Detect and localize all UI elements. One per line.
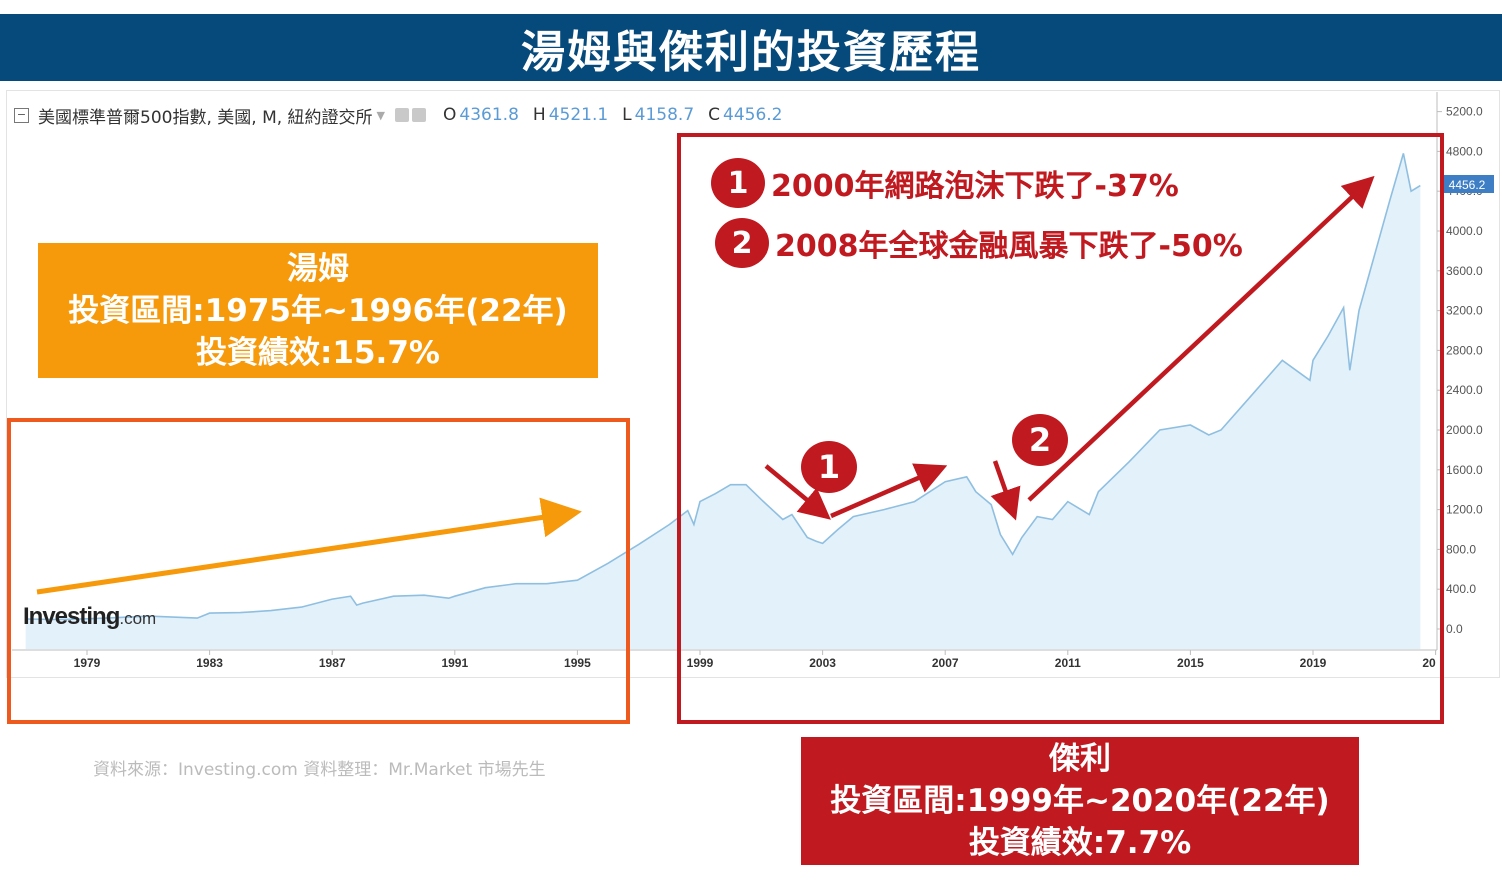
x-tick-label: 1983 <box>196 656 223 670</box>
tom-name: 湯姆 <box>287 250 349 287</box>
price-area-layer <box>25 153 1421 649</box>
jerry-summary-box: 傑利 投資區間:1999年~2020年(22年) 投資績效:7.7% <box>801 737 1359 865</box>
x-tick-label: 2011 <box>1055 656 1081 670</box>
x-tick-label: 1991 <box>441 656 468 670</box>
collapse-icon[interactable]: − <box>14 107 29 123</box>
crash-1-down-arrow <box>764 464 831 520</box>
x-tick-label: 2019 <box>1300 656 1327 670</box>
recovery-2-up-arrow <box>1027 175 1375 502</box>
open-key: O <box>443 105 457 125</box>
event-2: 2 2008年全球金融風暴下跌了-50% <box>715 218 1243 268</box>
chart-header: − 美國標準普爾500指數, 美國, M, 紐約證交所 ▼ O 4361.8 H… <box>14 103 783 128</box>
close-value: 4456.2 <box>723 105 783 125</box>
y-tick-label: 5200.0 <box>1446 105 1483 119</box>
price-line <box>25 153 1421 621</box>
x-tick-label: 1979 <box>74 656 101 670</box>
jerry-period-frame <box>677 133 1444 724</box>
event-1: 1 2000年網路泡沫下跌了-37% <box>711 158 1179 208</box>
y-tick-label: 2400.0 <box>1446 383 1483 397</box>
open-value: 4361.8 <box>459 105 519 125</box>
y-tick-label: 0.0 <box>1446 622 1463 636</box>
event-1-text: 2000年網路泡沫下跌了-37% <box>771 169 1179 204</box>
eye-icon[interactable] <box>395 108 410 122</box>
tom-trend-arrow <box>36 497 582 595</box>
high-key: H <box>532 105 546 125</box>
title-bar: 湯姆與傑利的投資歷程 <box>0 14 1502 81</box>
last-price-label: 4456.2 <box>1449 178 1486 192</box>
x-tick-label: 2007 <box>932 656 959 670</box>
tom-period: 投資區間:1975年~1996年(22年) <box>68 292 568 329</box>
tom-period-frame <box>7 418 630 724</box>
chevron-down-icon[interactable]: ▼ <box>376 108 386 122</box>
y-tick-label: 800.0 <box>1446 542 1476 556</box>
last-price-label-bg <box>1441 175 1494 193</box>
instrument-label: 美國標準普爾500指數, 美國, M, 紐約證交所 <box>38 107 373 128</box>
jerry-name: 傑利 <box>1049 741 1111 777</box>
y-tick-label: 1600.0 <box>1446 463 1483 477</box>
y-tick-label: 1200.0 <box>1446 503 1483 517</box>
x-tick-label: 2003 <box>809 656 836 670</box>
event-1-badge: 1 <box>711 158 765 208</box>
y-tick-label: 2800.0 <box>1446 343 1483 357</box>
settings-icon[interactable] <box>412 108 427 122</box>
y-tick-label: 3200.0 <box>1446 304 1483 318</box>
low-value: 4158.7 <box>634 105 695 125</box>
y-tick-label: 2000.0 <box>1446 423 1483 437</box>
tom-summary-box: 湯姆 投資區間:1975年~1996年(22年) 投資績效:15.7% <box>38 243 598 378</box>
y-tick-label: 400.0 <box>1446 582 1476 596</box>
x-tick-label: 20 <box>1422 656 1436 670</box>
tom-performance: 投資績效:15.7% <box>196 334 440 371</box>
y-tick-label: 3600.0 <box>1446 264 1483 278</box>
event-2-badge: 2 <box>715 218 769 268</box>
chart-marker-1: 1 <box>801 441 857 493</box>
crash-2-down-arrow <box>990 460 1021 521</box>
y-tick-label: 4000.0 <box>1446 224 1483 238</box>
high-value: 4521.1 <box>548 105 609 125</box>
recovery-1-up-arrow <box>830 463 948 519</box>
y-tick-labels: 5200.04800.04400.04000.03600.03200.02800… <box>1437 105 1483 636</box>
page-title: 湯姆與傑利的投資歷程 <box>521 26 981 78</box>
event-2-text: 2008年全球金融風暴下跌了-50% <box>775 229 1243 264</box>
x-tick-label: 1995 <box>564 656 591 670</box>
jerry-period: 投資區間:1999年~2020年(22年) <box>830 783 1330 819</box>
y-tick-label: 4800.0 <box>1446 144 1483 158</box>
x-tick-label: 2015 <box>1177 656 1204 670</box>
logo-name: Investing <box>23 603 120 630</box>
source-note: 資料來源：Investing.com 資料整理：Mr.Market 市場先生 <box>93 760 546 780</box>
jerry-performance: 投資績效:7.7% <box>968 825 1192 861</box>
close-key: C <box>708 105 721 125</box>
logo-suffix: .com <box>119 609 157 628</box>
investing-logo: Investing.com <box>23 603 156 631</box>
x-tick-label: 1987 <box>319 656 346 670</box>
x-tick-labels: 1979 1983 1987 1991 1995 1999 2003 2007 2011 2015… <box>74 650 1437 670</box>
low-key: L <box>622 105 632 125</box>
price-area-fill <box>25 153 1421 649</box>
x-tick-label: 1999 <box>687 656 714 670</box>
chart-marker-2: 2 <box>1012 414 1068 466</box>
